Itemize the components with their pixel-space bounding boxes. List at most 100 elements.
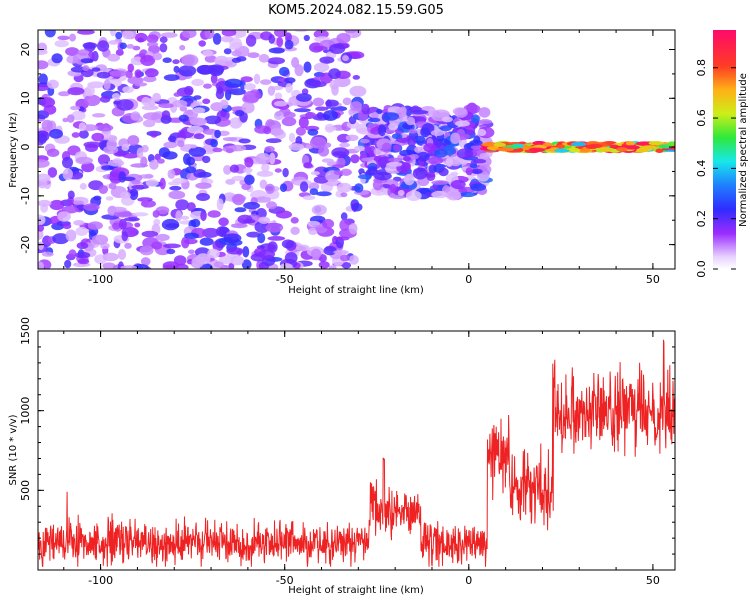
heatmap-cell — [196, 193, 210, 201]
heatmap-cell — [322, 110, 338, 121]
heatmap-cell — [265, 183, 275, 194]
heatmap-cell — [91, 234, 109, 245]
heatmap-cell — [106, 139, 118, 151]
heatmap-cell — [193, 169, 207, 178]
heatmap-cell — [253, 73, 261, 85]
heatmap-cell — [167, 169, 176, 180]
heatmap-cell — [173, 65, 180, 73]
heatmap-cell — [181, 236, 190, 249]
heatmap-cell — [166, 248, 176, 255]
heatmap-cell — [82, 42, 98, 49]
y-tick-label: 0 — [19, 144, 32, 151]
heatmap-cell — [294, 30, 308, 33]
heatmap-cell — [185, 166, 197, 174]
heatmap-cell — [178, 65, 197, 77]
heatmap-cell — [134, 82, 148, 87]
heatmap-cell — [309, 136, 327, 149]
heatmap-cell — [450, 132, 461, 145]
heatmap-cell — [207, 210, 221, 218]
heatmap-cell — [107, 159, 125, 167]
heatmap-cell — [83, 203, 100, 212]
heatmap-cell — [486, 145, 500, 151]
snr-x-axis-label: Height of straight line (km) — [288, 585, 424, 596]
heatmap-cell — [202, 155, 211, 164]
heatmap-cell — [325, 99, 339, 107]
heatmap-cell — [108, 182, 117, 190]
heatmap-cell — [219, 99, 229, 109]
heatmap-cell — [109, 206, 127, 213]
heatmap-cell — [288, 143, 305, 151]
heatmap-cell — [132, 212, 149, 217]
heatmap-cell — [121, 176, 136, 181]
heatmap-cell — [38, 60, 49, 70]
heatmap-cell — [232, 193, 245, 206]
heatmap-cell — [268, 34, 276, 44]
heatmap-cell — [172, 99, 188, 108]
heatmap-cell — [276, 36, 284, 48]
heatmap-x-axis-label: Height of straight line (km) — [288, 285, 424, 296]
heatmap-cell — [264, 146, 275, 153]
heatmap-cell — [57, 211, 71, 222]
heatmap-cell — [108, 40, 120, 45]
heatmap-cell — [143, 112, 161, 121]
heatmap-cell — [340, 212, 348, 221]
heatmap-cell — [187, 125, 204, 134]
heatmap-cell — [298, 116, 309, 129]
heatmap-cell — [408, 154, 419, 160]
heatmap-cell — [161, 110, 171, 121]
heatmap-cell — [570, 142, 587, 147]
heatmap-cell — [198, 40, 206, 47]
heatmap-cell — [352, 75, 360, 80]
heatmap-cell — [181, 54, 199, 67]
heatmap-cell — [218, 256, 234, 265]
heatmap-cell — [130, 163, 149, 168]
heatmap-cell — [377, 124, 387, 137]
x-tick-label: -50 — [276, 273, 294, 286]
heatmap-cell — [41, 119, 53, 132]
heatmap-cell — [230, 255, 244, 266]
heatmap-cell — [229, 164, 240, 173]
heatmap-cell — [75, 251, 91, 259]
heatmap-cell — [181, 215, 190, 220]
heatmap-cell — [162, 151, 178, 160]
heatmap-cell — [199, 237, 214, 246]
heatmap-cell — [315, 191, 332, 197]
heatmap-cell — [497, 147, 514, 152]
heatmap-cell — [258, 216, 270, 224]
heatmap-cell — [71, 110, 86, 121]
heatmap-cell — [231, 223, 248, 229]
heatmap-cell — [281, 116, 297, 127]
heatmap-cell — [62, 156, 73, 169]
heatmap-cell — [299, 181, 309, 193]
heatmap-cell — [214, 129, 222, 139]
heatmap-cell — [221, 30, 237, 37]
heatmap-cell — [163, 74, 180, 81]
heatmap-cell — [323, 246, 337, 256]
heatmap-cell — [267, 57, 286, 65]
y-tick-label: 1000 — [19, 397, 32, 425]
heatmap-cell — [102, 252, 119, 262]
heatmap-cell — [331, 84, 339, 96]
heatmap-cell — [241, 101, 255, 114]
heatmap-cell — [213, 261, 224, 268]
colorbar-tick-label: 0.8 — [695, 59, 708, 77]
heatmap-cell — [339, 142, 350, 148]
heatmap-cell — [244, 174, 255, 185]
heatmap-cell — [80, 58, 94, 64]
heatmap-cell — [284, 77, 296, 84]
heatmap-cell — [312, 97, 325, 107]
heatmap-cell — [428, 156, 444, 165]
heatmap-cell — [357, 174, 372, 180]
heatmap-cell — [200, 210, 207, 222]
heatmap-cell — [450, 171, 459, 176]
heatmap-cell — [330, 105, 348, 112]
heatmap-cell — [446, 190, 462, 201]
heatmap-cell — [159, 36, 168, 43]
heatmap-cell — [294, 108, 311, 113]
heatmap-cell — [161, 218, 180, 231]
heatmap-cell — [412, 167, 428, 180]
heatmap-cell — [244, 83, 256, 91]
heatmap-cell — [288, 132, 296, 143]
heatmap-cell — [569, 148, 581, 153]
